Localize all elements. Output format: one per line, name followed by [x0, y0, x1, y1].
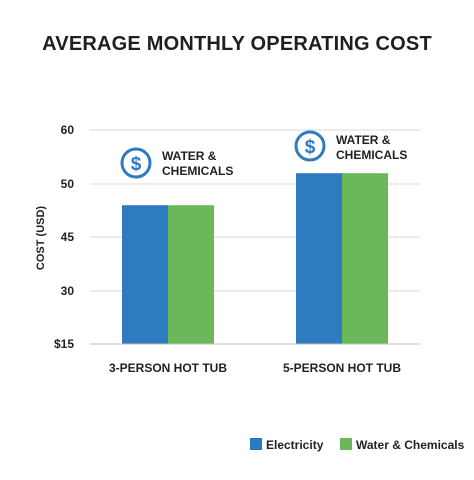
y-tick-label: 45 [61, 230, 75, 244]
legend-swatch [250, 438, 262, 450]
chart-title: AVERAGE MONTHLY OPERATING COST [42, 33, 432, 55]
bar-electricity [296, 173, 342, 344]
annotation-label: WATER & [336, 133, 391, 147]
annotation-label: CHEMICALS [336, 148, 407, 162]
annotation-label: CHEMICALS [162, 164, 233, 178]
y-tick-label: 30 [61, 284, 75, 298]
bar-water-chemicals [342, 173, 388, 344]
y-tick-label: $15 [54, 337, 74, 351]
dollar-sign-glyph: $ [131, 154, 142, 175]
dollar-sign-glyph: $ [305, 137, 316, 158]
y-tick-label: 50 [61, 177, 75, 191]
legend-label: Water & Chemicals [356, 438, 465, 452]
dollar-circle-icon [294, 130, 326, 162]
dollar-circle-icon [120, 147, 152, 179]
bar-electricity [122, 205, 168, 344]
legend-label: Electricity [266, 438, 324, 452]
x-tick-label: 5-PERSON HOT TUB [283, 361, 401, 375]
x-tick-label: 3-PERSON HOT TUB [109, 361, 227, 375]
y-axis-label: COST (USD) [35, 206, 47, 271]
annotation-label: WATER & [162, 149, 217, 163]
bar-water-chemicals [168, 205, 214, 344]
legend-swatch [340, 438, 352, 450]
y-tick-label: 60 [61, 123, 75, 137]
